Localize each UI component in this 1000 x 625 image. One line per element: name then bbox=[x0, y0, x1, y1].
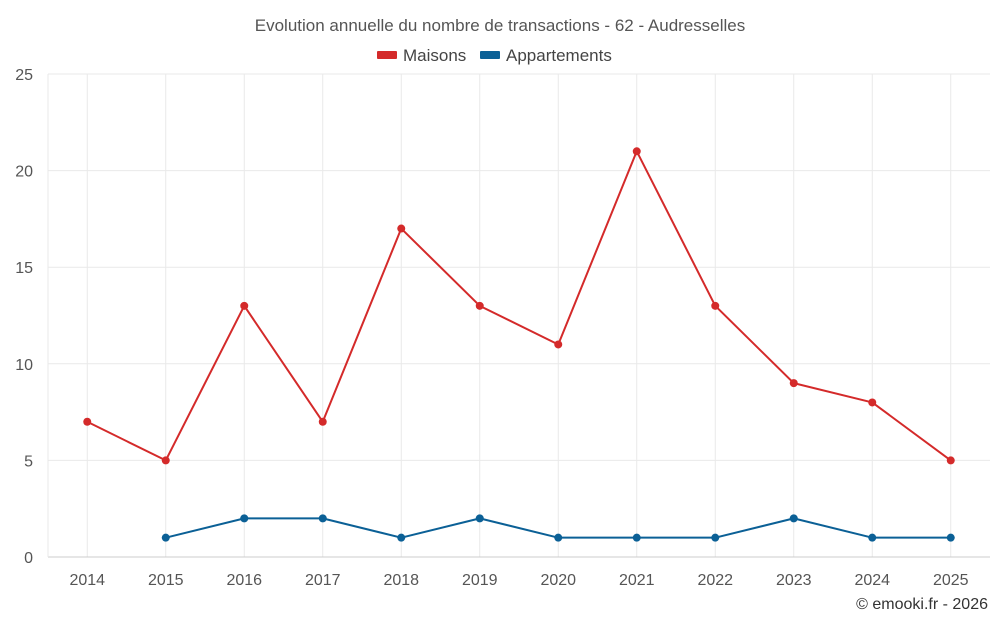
x-tick-label: 2025 bbox=[933, 572, 969, 589]
data-point-maisons[interactable] bbox=[554, 340, 563, 349]
data-point-appartements[interactable] bbox=[397, 533, 406, 542]
chart-title: Evolution annuelle du nombre de transact… bbox=[255, 16, 745, 35]
y-tick-label: 25 bbox=[15, 67, 33, 84]
legend-item-appartements[interactable]: Appartements bbox=[480, 46, 612, 65]
legend-swatch-maisons bbox=[377, 51, 397, 59]
data-point-maisons[interactable] bbox=[475, 301, 484, 310]
gridlines bbox=[48, 73, 990, 557]
data-point-appartements[interactable] bbox=[711, 533, 720, 542]
data-point-appartements[interactable] bbox=[946, 533, 955, 542]
x-tick-label: 2017 bbox=[305, 572, 341, 589]
series-appartements bbox=[161, 514, 955, 542]
x-tick-label: 2015 bbox=[148, 572, 184, 589]
x-tick-label: 2018 bbox=[383, 572, 419, 589]
data-point-appartements[interactable] bbox=[554, 533, 563, 542]
data-point-appartements[interactable] bbox=[632, 533, 641, 542]
legend: Maisons Appartements bbox=[377, 46, 612, 65]
data-point-maisons[interactable] bbox=[318, 417, 327, 426]
data-point-appartements[interactable] bbox=[868, 533, 877, 542]
plot-area bbox=[83, 147, 955, 542]
y-tick-label: 15 bbox=[15, 260, 33, 277]
y-tick-label: 20 bbox=[15, 164, 33, 181]
x-tick-label: 2023 bbox=[776, 572, 812, 589]
legend-item-maisons[interactable]: Maisons bbox=[377, 46, 466, 65]
data-point-maisons[interactable] bbox=[711, 301, 720, 310]
legend-label-appartements: Appartements bbox=[506, 46, 612, 65]
data-point-maisons[interactable] bbox=[632, 147, 641, 156]
data-point-maisons[interactable] bbox=[789, 379, 798, 388]
x-tick-label: 2016 bbox=[226, 572, 262, 589]
data-point-appartements[interactable] bbox=[789, 514, 798, 523]
x-tick-label: 2024 bbox=[854, 572, 890, 589]
legend-label-maisons: Maisons bbox=[403, 46, 466, 65]
y-tick-label: 0 bbox=[24, 550, 33, 567]
credit-text: © emooki.fr - 2026 bbox=[856, 596, 988, 613]
series-line-maisons bbox=[86, 150, 952, 462]
x-tick-label: 2019 bbox=[462, 572, 498, 589]
data-point-appartements[interactable] bbox=[475, 514, 484, 523]
data-point-maisons[interactable] bbox=[240, 301, 249, 310]
data-point-maisons[interactable] bbox=[397, 224, 406, 233]
y-tick-label: 5 bbox=[24, 453, 33, 470]
x-tick-label: 2021 bbox=[619, 572, 655, 589]
x-tick-label: 2022 bbox=[697, 572, 733, 589]
data-point-appartements[interactable] bbox=[318, 514, 327, 523]
x-tick-label: 2020 bbox=[540, 572, 576, 589]
data-point-maisons[interactable] bbox=[946, 456, 955, 465]
series-maisons bbox=[83, 147, 955, 465]
y-tick-label: 10 bbox=[15, 357, 33, 374]
data-point-appartements[interactable] bbox=[161, 533, 170, 542]
data-point-maisons[interactable] bbox=[161, 456, 170, 465]
data-point-appartements[interactable] bbox=[240, 514, 249, 523]
data-point-maisons[interactable] bbox=[868, 398, 877, 407]
legend-swatch-appartements bbox=[480, 51, 500, 59]
data-point-maisons[interactable] bbox=[83, 417, 92, 426]
x-tick-label: 2014 bbox=[69, 572, 105, 589]
